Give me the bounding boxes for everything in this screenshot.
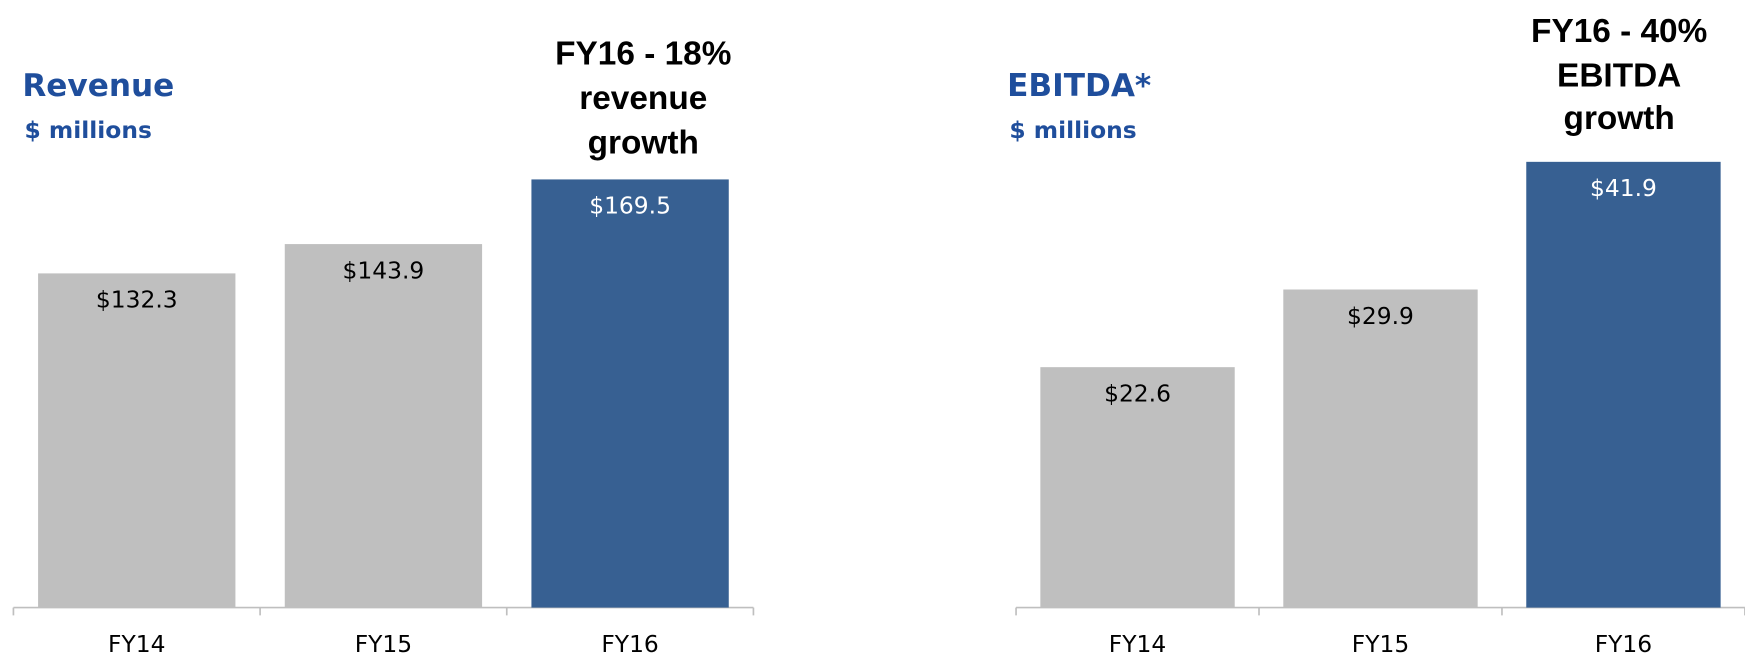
annotation: revenue bbox=[579, 80, 707, 117]
x-tick-label: FY15 bbox=[355, 630, 412, 658]
chart-title: Revenue bbox=[22, 68, 174, 104]
x-tick-label: FY15 bbox=[1352, 630, 1409, 658]
value-label: $143.9 bbox=[343, 256, 425, 284]
x-tick-label: FY16 bbox=[601, 630, 658, 658]
annotation: growth bbox=[1564, 100, 1675, 137]
value-label: $22.6 bbox=[1104, 379, 1171, 407]
bar bbox=[38, 273, 236, 608]
chart-title: EBITDA* bbox=[1007, 68, 1151, 104]
bar bbox=[531, 179, 729, 608]
x-tick-label: FY14 bbox=[108, 630, 165, 658]
bar bbox=[1040, 367, 1235, 608]
annotation: growth bbox=[588, 124, 699, 161]
value-label: $41.9 bbox=[1590, 174, 1657, 202]
value-label: $29.9 bbox=[1347, 302, 1414, 330]
bar bbox=[1526, 161, 1721, 608]
value-label: $132.3 bbox=[96, 286, 178, 314]
chart-subtitle: $ millions bbox=[1009, 116, 1136, 144]
bar bbox=[1283, 289, 1478, 608]
x-tick-label: FY16 bbox=[1595, 630, 1652, 658]
annotation: FY16 - 40% bbox=[1531, 13, 1707, 50]
value-label: $169.5 bbox=[589, 192, 671, 220]
chart-subtitle: $ millions bbox=[25, 116, 152, 144]
annotation: EBITDA bbox=[1557, 58, 1681, 95]
annotation: FY16 - 18% bbox=[555, 35, 731, 72]
bar bbox=[284, 244, 483, 608]
x-tick-label: FY14 bbox=[1109, 630, 1166, 658]
